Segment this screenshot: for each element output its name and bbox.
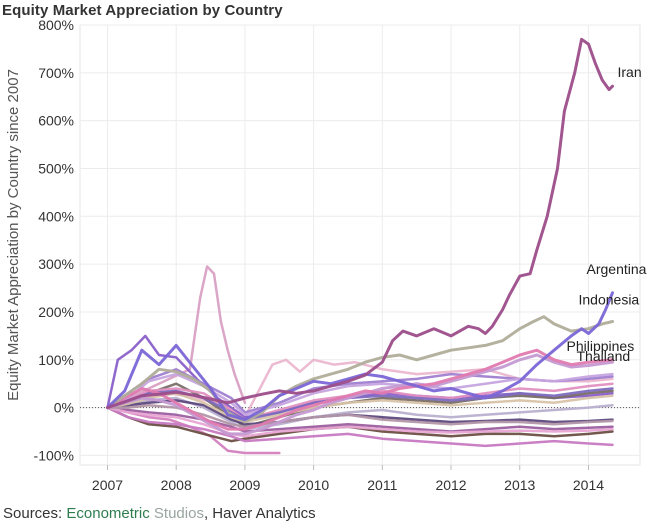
x-tick-label: 2013 <box>504 477 535 493</box>
y-tick-label: 800% <box>38 17 74 33</box>
y-tick-label: 600% <box>38 113 74 129</box>
x-tick-label: 2009 <box>229 477 260 493</box>
y-tick-label: 0% <box>54 400 74 416</box>
series-line-argentina <box>106 291 614 422</box>
x-tick-label: 2011 <box>367 477 397 493</box>
series-labels: Iran Argentina Indonesia PhilippinesThailan… <box>567 64 647 364</box>
series-line-other-17 <box>106 403 614 428</box>
source-haver: , Haver Analytics <box>203 505 316 522</box>
series-line-other-15 <box>106 406 614 438</box>
x-tick-label: 2014 <box>573 477 604 493</box>
series-line-iran <box>106 37 614 410</box>
series-line-indonesia <box>106 315 614 424</box>
series-label-philippines: Philippines <box>567 338 635 354</box>
x-tick-label: 2012 <box>435 477 466 493</box>
x-tick-label: 2008 <box>161 477 192 493</box>
y-tick-label: 400% <box>38 208 74 224</box>
axes: -100% 0% 100% 200% 300% 400% 500% 600% 700% 800% 2… <box>34 17 605 493</box>
y-tick-label: 500% <box>38 160 74 176</box>
chart-title: Equity Market Appreciation by Country <box>2 2 283 19</box>
series-label-indonesia: Indonesia <box>579 292 640 308</box>
source-prefix: Sources: <box>3 505 67 522</box>
series-label-argentina: Argentina <box>587 261 647 277</box>
series-line-other-12 <box>106 372 614 417</box>
series-label-iran: Iran <box>618 64 642 80</box>
series-line-other-8 <box>106 406 614 448</box>
x-tick-label: 2010 <box>298 477 329 493</box>
series-line-philippines <box>106 348 614 431</box>
y-tick-label: 700% <box>38 65 74 81</box>
y-tick-label: 100% <box>38 352 74 368</box>
y-tick-label: 300% <box>38 256 74 272</box>
grid-lines <box>79 24 641 466</box>
y-tick-label: 200% <box>38 304 74 320</box>
y-tick-label: -100% <box>34 447 74 463</box>
series-line-other-10 <box>106 382 614 421</box>
series-line-thailand <box>106 353 614 436</box>
y-axis-title: Equity Market Appreciation by Country si… <box>5 69 22 401</box>
series-line-other-13 <box>106 406 614 433</box>
series-label-thailand: Thailand <box>577 348 631 364</box>
source-note: Sources: Econometric Studios, Haver Anal… <box>3 505 316 522</box>
source-econometric: Econometric <box>66 505 150 522</box>
x-tick-label: 2007 <box>92 477 123 493</box>
series-lines <box>106 37 614 455</box>
source-studios: Studios <box>149 505 204 522</box>
